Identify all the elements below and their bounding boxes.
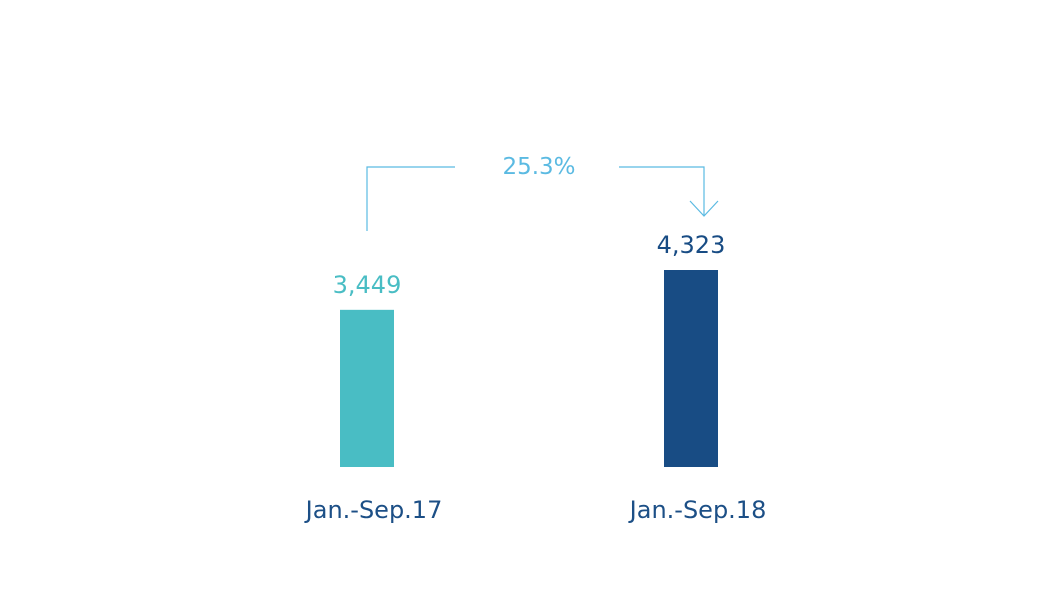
value-label-1: 3,449: [333, 271, 402, 299]
change-annotation: 25.3%: [366, 154, 719, 231]
category-label-1: Jan.-Sep.17: [304, 496, 443, 524]
value-label-2: 4,323: [657, 231, 726, 259]
bar-2: [664, 270, 718, 467]
bar-1: [340, 309, 394, 467]
value-labels-group: 3,449 4,323: [333, 231, 726, 299]
change-connector-left: [366, 166, 455, 231]
bars-group: [340, 270, 718, 467]
change-percent-label: 25.3%: [502, 154, 575, 180]
change-connector-right: [619, 166, 705, 215]
category-labels-group: Jan.-Sep.17 Jan.-Sep.18: [304, 496, 767, 524]
change-arrowhead: [689, 200, 719, 217]
category-label-2: Jan.-Sep.18: [628, 496, 767, 524]
